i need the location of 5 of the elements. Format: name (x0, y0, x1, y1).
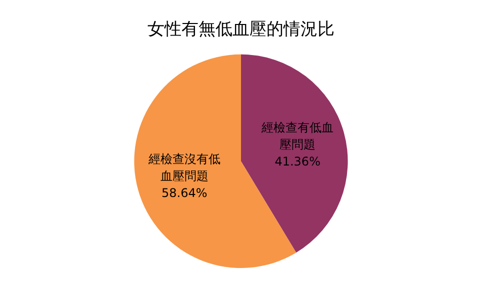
chart-title: 女性有無低血壓的情況比 (148, 20, 334, 40)
slice-label: 經檢查沒有低血壓問題 (147, 152, 220, 184)
data-label: 58.64% (162, 186, 208, 200)
data-label: 41.36% (274, 154, 320, 169)
slice-label: 經檢查有低血壓問題 (260, 120, 334, 152)
